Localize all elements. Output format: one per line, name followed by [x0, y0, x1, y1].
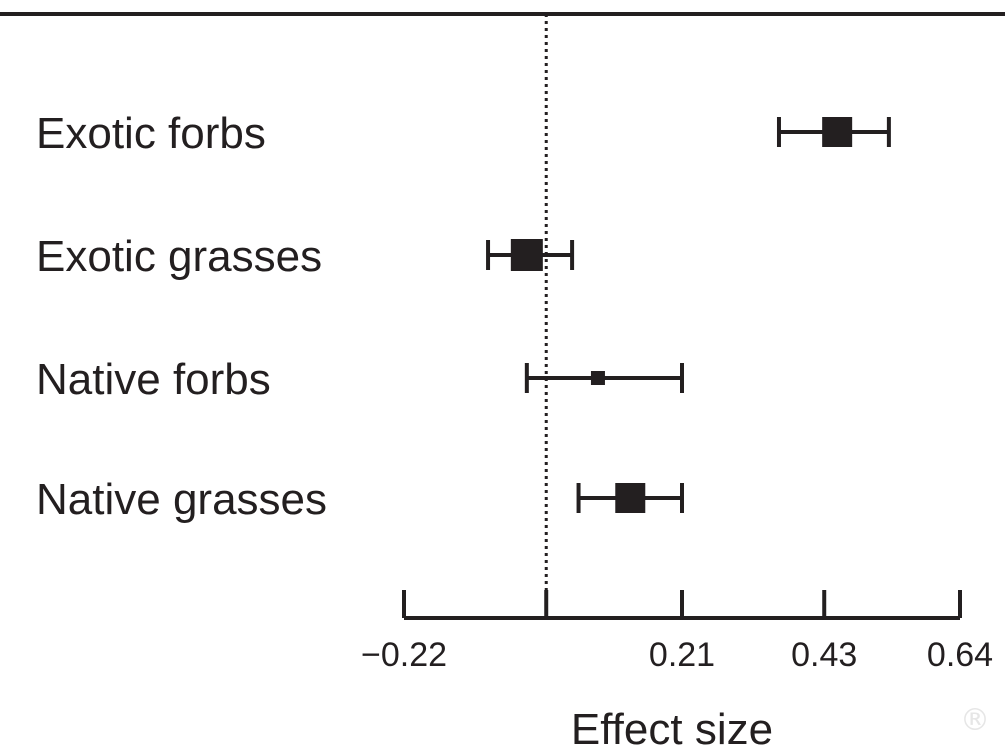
point-estimate-box [822, 117, 853, 147]
x-tick-label: 0.43 [791, 636, 857, 674]
category-label: Native forbs [36, 355, 271, 404]
x-tick-label: −0.22 [361, 636, 447, 674]
point-estimate-box [510, 239, 543, 271]
registered-watermark: ® [960, 703, 990, 738]
forest-row [576, 483, 684, 513]
x-axis: −0.22 0.21 0.43 0.64 [361, 590, 993, 674]
category-labels: Exotic forbs Exotic grasses Native forbs Na… [36, 109, 327, 524]
category-label: Exotic grasses [36, 232, 322, 281]
category-label: Exotic forbs [36, 109, 266, 158]
forest-row [524, 363, 684, 393]
x-axis-title: Effect size [571, 705, 773, 754]
point-estimate-box [615, 483, 646, 513]
point-estimate-box [590, 371, 605, 385]
data-marks [486, 117, 891, 513]
x-tick-label: 0.64 [927, 636, 993, 674]
x-tick-label: 0.21 [649, 636, 715, 674]
forest-row [486, 239, 575, 271]
forest-row [776, 117, 891, 147]
category-label: Native grasses [36, 475, 327, 524]
